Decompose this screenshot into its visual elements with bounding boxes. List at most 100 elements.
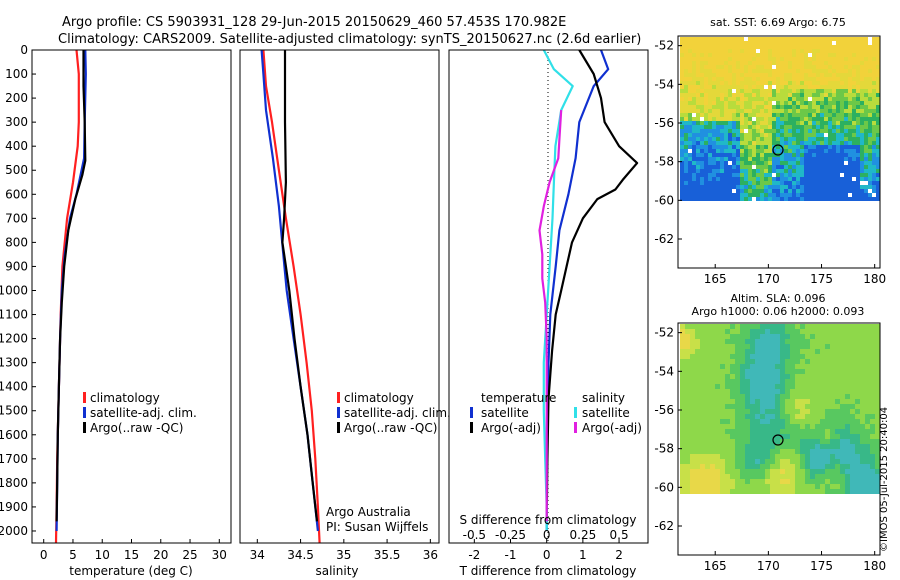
sst-cell — [756, 57, 760, 61]
sla-cell — [850, 459, 855, 464]
sla-cell — [865, 379, 870, 384]
sst-cell — [748, 57, 752, 61]
sst-cell — [736, 161, 740, 165]
lon-tick-label: 170 — [757, 559, 780, 573]
sla-cell — [845, 484, 850, 489]
sla-cell — [695, 404, 700, 409]
sst-cell — [788, 93, 792, 97]
sst-cell — [780, 177, 784, 181]
sla-cell — [695, 479, 700, 484]
sla-cell — [745, 354, 750, 359]
sla-cell — [795, 329, 800, 334]
sla-cell — [780, 464, 785, 469]
sla-cell — [800, 429, 805, 434]
sst-cell — [744, 81, 748, 85]
sst-cell — [772, 53, 776, 57]
sst-cell — [788, 49, 792, 53]
sst-cell — [736, 65, 740, 69]
sla-cell — [730, 439, 735, 444]
sst-cell — [712, 129, 716, 133]
sst-cell — [792, 177, 796, 181]
sla-cell — [830, 369, 835, 374]
sla-cell — [795, 369, 800, 374]
sst-cell — [708, 125, 712, 129]
sst-cell — [768, 105, 772, 109]
sst-cell — [792, 41, 796, 45]
sst-cell — [732, 137, 736, 141]
sla-cell — [750, 429, 755, 434]
sla-cell — [830, 489, 835, 494]
sla-cell — [715, 344, 720, 349]
sst-cell — [720, 113, 724, 117]
sst-cell — [856, 89, 860, 93]
sla-cell — [710, 469, 715, 474]
sst-cell — [780, 161, 784, 165]
sst-cell — [812, 61, 816, 65]
sst-cell — [680, 125, 684, 129]
sst-cell — [720, 181, 724, 185]
sla-cell — [770, 479, 775, 484]
sst-cell — [836, 165, 840, 169]
sst-cell — [752, 113, 756, 117]
sla-cell — [750, 339, 755, 344]
sst-cell — [816, 45, 820, 49]
sla-cell — [800, 474, 805, 479]
sst-cell — [724, 89, 728, 93]
sst-cell — [712, 173, 716, 177]
sst-cell — [828, 149, 832, 153]
sst-cell — [796, 61, 800, 65]
sla-cell — [685, 479, 690, 484]
sst-cell — [732, 105, 736, 109]
sst-cell — [696, 89, 700, 93]
sla-cell — [775, 399, 780, 404]
sst-cell — [792, 165, 796, 169]
sst-cell — [744, 37, 748, 41]
sla-cell — [750, 404, 755, 409]
sst-cell — [784, 193, 788, 197]
sst-cell — [876, 181, 880, 185]
sla-cell — [755, 359, 760, 364]
sla-cell — [690, 414, 695, 419]
sst-cell — [692, 189, 696, 193]
sla-cell — [720, 349, 725, 354]
sla-cell — [830, 334, 835, 339]
sla-cell — [805, 434, 810, 439]
depth-tick-label: 1700 — [0, 452, 28, 466]
sla-cell — [800, 479, 805, 484]
sst-cell — [716, 133, 720, 137]
sla-cell — [755, 469, 760, 474]
sst-cell — [732, 129, 736, 133]
sst-cell — [788, 137, 792, 141]
sst-cell — [788, 181, 792, 185]
sst-cell — [832, 141, 836, 145]
sla-cell — [730, 404, 735, 409]
sst-cell — [804, 145, 808, 149]
sst-cell — [768, 61, 772, 65]
sst-cell — [728, 85, 732, 89]
sst-cell — [744, 189, 748, 193]
sst-cell — [836, 53, 840, 57]
sst-cell — [856, 49, 860, 53]
sst-cell — [848, 165, 852, 169]
sst-cell — [860, 41, 864, 45]
sla-cell — [770, 354, 775, 359]
sst-cell — [704, 161, 708, 165]
sla-cell — [865, 389, 870, 394]
sst-cell — [732, 61, 736, 65]
sst-cell — [808, 69, 812, 73]
sst-cell — [764, 81, 768, 85]
sst-cell — [816, 93, 820, 97]
sst-cell — [868, 161, 872, 165]
sla-cell — [825, 489, 830, 494]
sst-cell — [704, 65, 708, 69]
sla-cell — [730, 424, 735, 429]
sla-cell — [845, 489, 850, 494]
sst-cell — [844, 41, 848, 45]
x-tick-label: 10 — [95, 548, 110, 562]
sst-cell — [736, 69, 740, 73]
sst-cell — [816, 181, 820, 185]
sst-cell — [692, 49, 696, 53]
sla-cell — [845, 474, 850, 479]
sst-cell — [780, 189, 784, 193]
sst-cell — [776, 37, 780, 41]
